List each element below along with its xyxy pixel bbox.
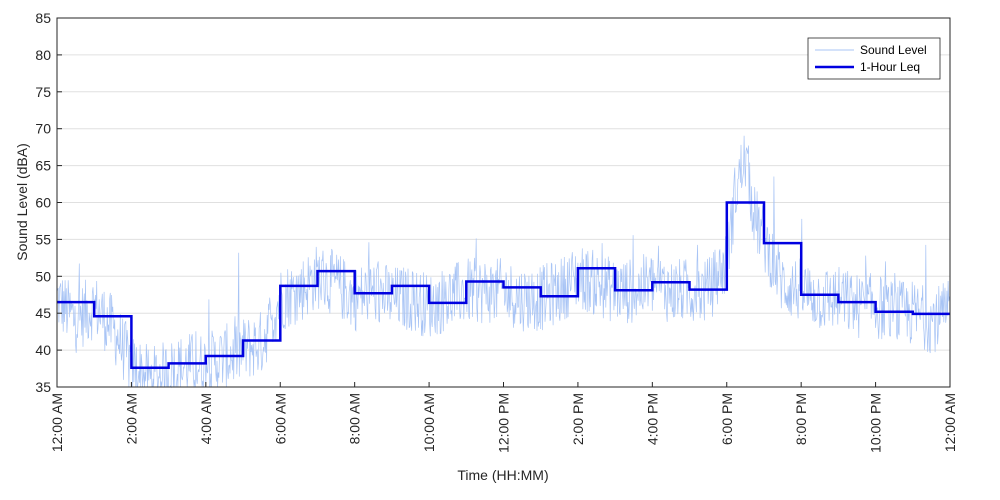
x-tick-label: 12:00 AM: [942, 393, 958, 452]
x-axis-ticks: 12:00 AM 2:00 AM 4:00 AM 6:00 AM 8:00 AM 10:0…: [49, 382, 958, 453]
y-tick-label: 75: [35, 84, 51, 100]
leq-series: [57, 201, 950, 370]
legend: Sound Level 1-Hour Leq: [807, 37, 941, 80]
x-tick-label: 4:00 AM: [198, 393, 214, 444]
x-tick-label: 10:00 PM: [868, 393, 884, 453]
x-tick-label: 8:00 PM: [793, 393, 809, 445]
x-tick-label: 12:00 PM: [496, 393, 512, 453]
y-tick-label: 55: [35, 231, 51, 247]
x-tick-label: 2:00 AM: [123, 393, 139, 444]
y-tick-label: 80: [35, 47, 51, 63]
legend-label-leq: 1-Hour Leq: [860, 60, 920, 74]
y-tick-label: 50: [35, 268, 51, 284]
x-tick-label: 6:00 PM: [719, 393, 735, 445]
leq-step-line: [57, 201, 950, 370]
y-tick-label: 60: [35, 195, 51, 211]
y-tick-label: 85: [35, 10, 51, 26]
legend-box: [807, 37, 941, 80]
x-axis-label: Time (HH:MM): [457, 467, 548, 483]
y-tick-label: 40: [35, 342, 51, 358]
y-tick-label: 65: [35, 158, 51, 174]
grid-lines: [57, 54, 950, 351]
x-tick-label: 10:00 AM: [421, 393, 437, 452]
x-tick-label: 6:00 AM: [272, 393, 288, 444]
legend-label-sound-level: Sound Level: [860, 43, 927, 57]
x-tick-label: 2:00 PM: [570, 393, 586, 445]
y-tick-label: 45: [35, 305, 51, 321]
x-tick-label: 12:00 AM: [49, 393, 65, 452]
x-tick-label: 8:00 AM: [347, 393, 363, 444]
y-tick-label: 35: [35, 379, 51, 395]
x-tick-label: 4:00 PM: [644, 393, 660, 445]
y-axis-label: Sound Level (dBA): [14, 143, 30, 261]
y-tick-label: 70: [35, 121, 51, 137]
y-axis-ticks: 35 40 45 50 55 60 65 70 75 80 85: [35, 10, 62, 395]
